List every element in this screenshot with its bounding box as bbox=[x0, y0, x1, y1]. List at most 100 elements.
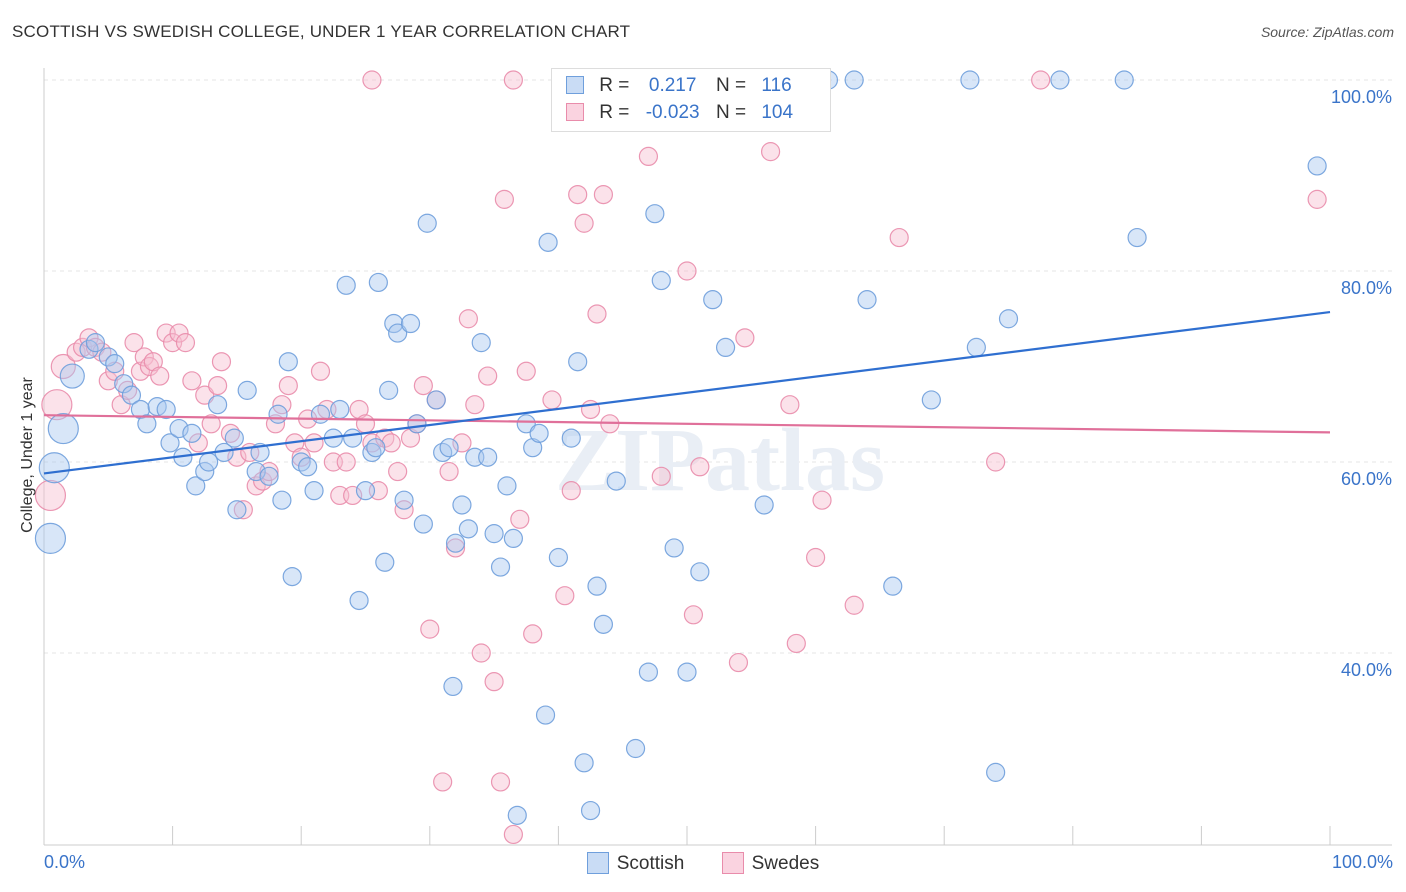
scottish-point bbox=[580, 800, 601, 821]
swedes-point bbox=[478, 366, 498, 386]
swedes-point bbox=[760, 142, 781, 162]
swedes-point bbox=[805, 547, 826, 568]
series-legend: Scottish Swedes bbox=[0, 852, 1406, 875]
swedes-point bbox=[568, 185, 588, 205]
swedes-point bbox=[413, 376, 433, 396]
scottish-point bbox=[548, 547, 569, 568]
swedes-point bbox=[188, 433, 208, 453]
r-label: R = bbox=[599, 102, 630, 123]
scottish-point bbox=[426, 390, 446, 410]
swedes-point bbox=[433, 772, 453, 792]
scottish-point bbox=[407, 414, 427, 434]
scottish-point bbox=[224, 428, 244, 448]
scottish-point bbox=[458, 519, 478, 539]
swedes-point bbox=[41, 389, 73, 421]
scottish-point bbox=[379, 380, 399, 400]
scottish-point bbox=[246, 461, 266, 482]
scottish-point bbox=[343, 428, 363, 448]
swedes-point bbox=[490, 772, 511, 792]
scottish-point bbox=[160, 433, 180, 453]
scottish-point bbox=[664, 538, 684, 558]
swedes-swatch bbox=[566, 103, 584, 121]
swedes-point bbox=[503, 824, 523, 845]
scottish-point bbox=[278, 352, 298, 372]
scottish-legend-swatch bbox=[586, 852, 609, 874]
scottish-point bbox=[638, 662, 659, 682]
scottish-point bbox=[199, 452, 219, 472]
swedes-point bbox=[561, 481, 581, 501]
scottish-point bbox=[606, 471, 626, 491]
swedes-point bbox=[1307, 189, 1327, 209]
scottish-point bbox=[413, 514, 433, 534]
scottish-point bbox=[986, 762, 1006, 782]
swedes-point bbox=[50, 353, 76, 380]
watermark: ZIPatlas bbox=[555, 411, 885, 510]
n-label: N = bbox=[715, 75, 747, 96]
scottish-point bbox=[349, 590, 369, 611]
swedes-legend-swatch bbox=[721, 852, 744, 874]
scottish-point bbox=[645, 204, 665, 224]
swedes-point bbox=[150, 366, 170, 386]
swedes-point bbox=[844, 595, 864, 615]
swedes-point bbox=[195, 385, 215, 405]
scottish-point bbox=[484, 524, 504, 544]
scottish-point bbox=[857, 290, 877, 310]
swedes-point bbox=[465, 395, 485, 415]
scottish-point bbox=[478, 447, 498, 467]
swedes-point bbox=[343, 485, 363, 506]
scottish-point bbox=[336, 275, 356, 295]
swedes-point bbox=[278, 376, 298, 396]
scottish-swatch bbox=[566, 76, 584, 94]
swedes-point bbox=[233, 500, 253, 520]
swedes-point bbox=[111, 395, 131, 415]
scottish-point bbox=[330, 399, 350, 420]
scottish-point bbox=[471, 333, 491, 353]
scottish-point bbox=[561, 428, 581, 448]
swedes-point bbox=[690, 457, 710, 477]
swedes-point bbox=[310, 361, 331, 381]
scottish-point bbox=[368, 272, 388, 293]
scottish-point bbox=[85, 333, 106, 353]
swedes-point bbox=[651, 466, 671, 486]
scottish-point bbox=[523, 438, 543, 458]
swedes-point bbox=[683, 605, 704, 625]
legend-label-scottish: Scottish bbox=[616, 853, 685, 874]
scottish-point bbox=[375, 552, 395, 572]
swedes-point bbox=[510, 509, 530, 529]
y-tick-labels: 40.0% 60.0% 80.0% 100.0% bbox=[1331, 87, 1392, 680]
x-tick-label-max: 100.0% bbox=[1331, 852, 1393, 872]
scottish-point bbox=[105, 354, 125, 374]
scottish-point bbox=[34, 522, 67, 555]
swedes-point bbox=[201, 414, 221, 434]
scottish-point bbox=[195, 461, 215, 482]
r-value: -0.023 bbox=[645, 102, 700, 123]
swedes-point bbox=[134, 347, 154, 367]
swedes-point bbox=[175, 333, 196, 353]
scottish-point bbox=[443, 676, 463, 697]
swedes-point bbox=[587, 304, 607, 324]
scottish-point bbox=[568, 352, 588, 372]
swedes-point bbox=[728, 652, 749, 673]
swedes-point bbox=[458, 309, 478, 329]
swedes-point bbox=[555, 586, 575, 606]
y-tick-label-40: 40.0% bbox=[1341, 660, 1392, 680]
swedes-point bbox=[812, 490, 832, 510]
scottish-point bbox=[282, 566, 302, 587]
swedes-point bbox=[780, 395, 800, 415]
swedes-point bbox=[130, 361, 151, 381]
swedes-point bbox=[638, 146, 659, 166]
scottish-point bbox=[754, 495, 774, 515]
swedes-point bbox=[523, 624, 543, 644]
swedes-point bbox=[211, 352, 232, 372]
scottish-point bbox=[587, 576, 607, 596]
scottish-point bbox=[394, 490, 414, 510]
scottish-point bbox=[690, 562, 710, 582]
swedes-point bbox=[516, 361, 536, 381]
scottish-point bbox=[310, 404, 331, 424]
scottish-point bbox=[272, 490, 292, 510]
r-label: R = bbox=[599, 75, 630, 96]
scottish-point bbox=[121, 385, 142, 405]
scottish-point bbox=[38, 452, 70, 484]
swedes-point bbox=[452, 433, 472, 453]
scottish-point bbox=[844, 70, 864, 90]
